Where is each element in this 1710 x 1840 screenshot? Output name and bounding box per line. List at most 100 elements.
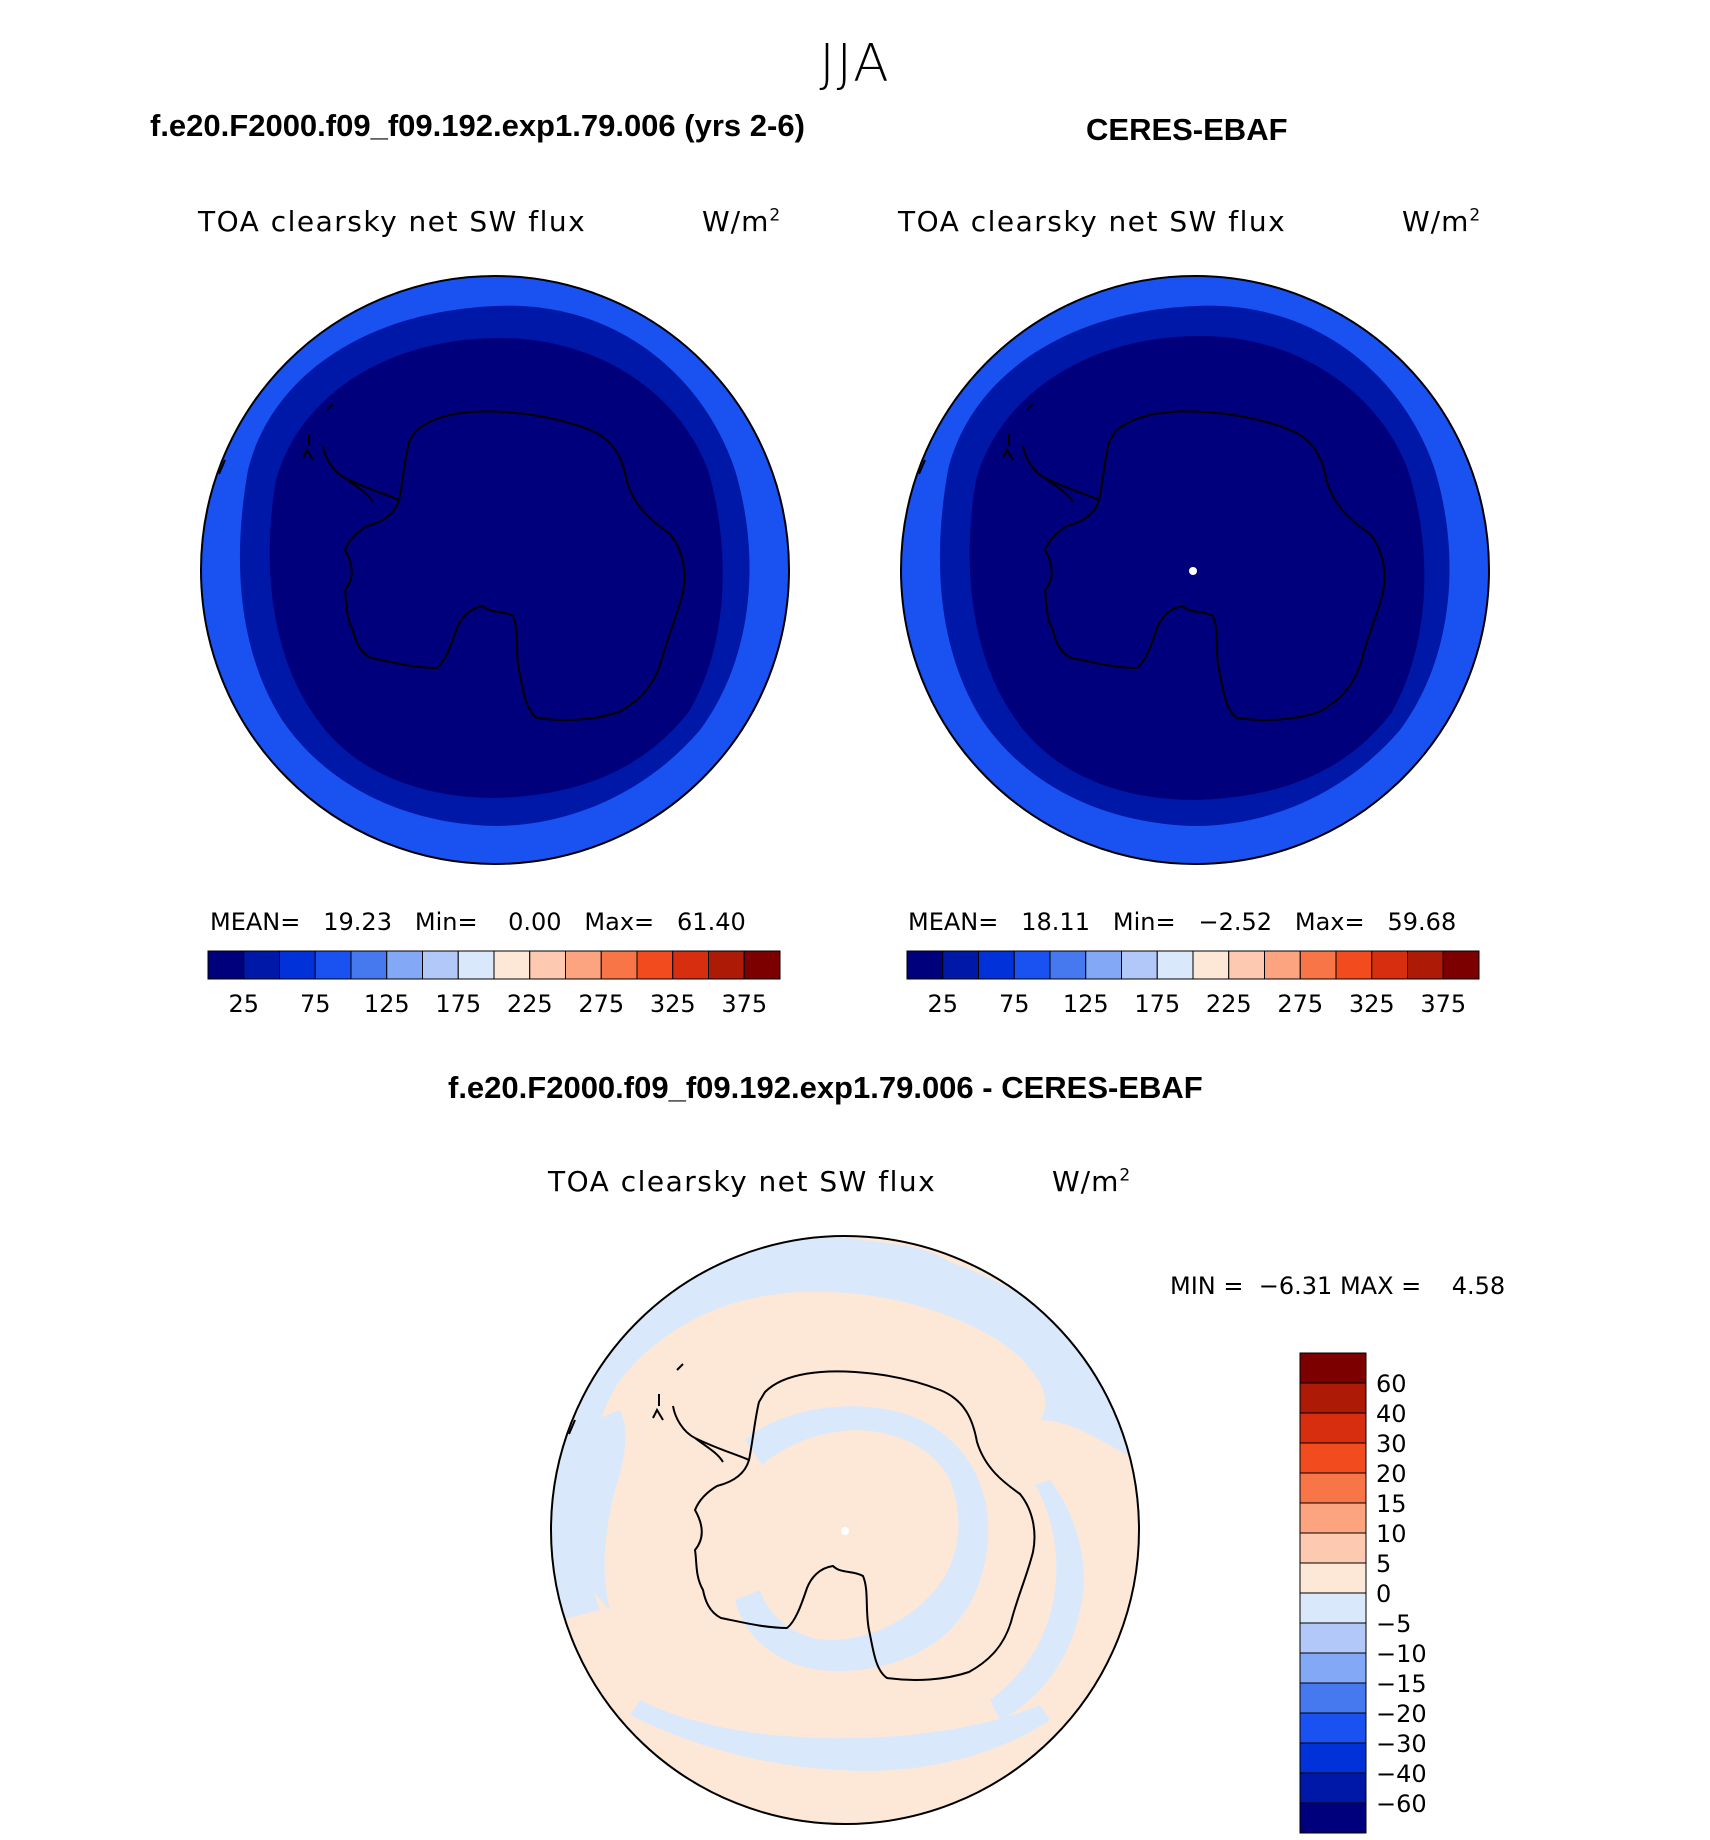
colorbar-diff-label: 10 xyxy=(1376,1520,1407,1548)
colorbar-panel-1-label: 175 xyxy=(435,990,481,1018)
colorbar-diff-label: −15 xyxy=(1376,1670,1427,1698)
panel-2-max-label: Max= xyxy=(1294,908,1365,936)
colorbar-panel-2-swatch xyxy=(1264,950,1301,980)
colorbar-diff-label: 60 xyxy=(1376,1370,1407,1398)
colorbar-diff-swatch xyxy=(1299,1712,1367,1744)
panel-1-units-base: W/m xyxy=(702,205,770,238)
panel-2-variable: TOA clearsky net SW flux xyxy=(898,205,1287,238)
colorbar-panel-1-label: 25 xyxy=(228,990,259,1018)
colorbar-panel-1-swatch xyxy=(350,950,388,980)
colorbar-panel-1-swatch xyxy=(636,950,674,980)
colorbar-panel-2-swatch xyxy=(1299,950,1337,980)
colorbar-diff-label: −5 xyxy=(1376,1610,1411,1638)
diff-min-label: MIN = xyxy=(1170,1272,1244,1300)
diff-negative-west xyxy=(552,1410,626,1610)
panel-1-min: 0.00 xyxy=(508,908,562,936)
diff-negative-east-band xyxy=(990,1480,1084,1720)
panel-2-min-label: Min= xyxy=(1112,908,1176,936)
colorbar-diff-swatch xyxy=(1299,1472,1367,1504)
panel-2-stats: MEAN= 18.11 Min= −2.52 Max= 59.68 xyxy=(908,908,1456,936)
panel-2-coastline xyxy=(918,403,1386,721)
colorbar-diff-label: 15 xyxy=(1376,1490,1407,1518)
diff-negative-inner xyxy=(735,1406,989,1671)
diff-panel-units-base: W/m xyxy=(1052,1165,1120,1198)
diff-max-label: MAX = xyxy=(1339,1272,1422,1300)
diff-negative-south xyxy=(630,1700,1050,1771)
colorbar-panel-2-swatch xyxy=(1156,950,1194,980)
panel-1-title: f.e20.F2000.f09_f09.192.exp1.79.006 (yrs… xyxy=(150,108,805,143)
colorbar-panel-2-swatch xyxy=(1371,950,1408,980)
colorbar-diff-label: −10 xyxy=(1376,1640,1427,1668)
colorbar-diff-swatch xyxy=(1299,1532,1367,1564)
panel-2-mean-label: MEAN= xyxy=(908,908,999,936)
colorbar-panel-2-label: 275 xyxy=(1277,990,1323,1018)
panel-2-units: W/m2 xyxy=(1402,205,1481,238)
colorbar-panel-2-swatch xyxy=(1442,950,1480,980)
colorbar-panel-1-swatch xyxy=(314,950,352,980)
colorbar-panel-2-swatch xyxy=(1228,950,1265,980)
colorbar-panel-2-swatch xyxy=(1049,950,1087,980)
panel-1-mean-label: MEAN= xyxy=(210,908,301,936)
colorbar-diff-swatch xyxy=(1299,1562,1367,1594)
colorbar-panel-2-swatch xyxy=(1192,950,1230,980)
colorbar-diff-label: 20 xyxy=(1376,1460,1407,1488)
diff-panel-stats: MIN = −6.31 MAX = 4.58 xyxy=(1170,1272,1505,1300)
colorbar-panel-1-swatch xyxy=(565,950,602,980)
colorbar-panel-2-swatch xyxy=(1121,950,1158,980)
panel-1-units: W/m2 xyxy=(702,205,781,238)
panel-2-pole-marker xyxy=(1189,567,1197,575)
colorbar-panel-2-swatch xyxy=(1335,950,1373,980)
map-panel-1 xyxy=(200,275,790,865)
panel-1-variable: TOA clearsky net SW flux xyxy=(198,205,587,238)
colorbar-panel-1-swatch xyxy=(743,950,781,980)
colorbar-panel-2-label: 25 xyxy=(927,990,958,1018)
diff-panel-variable: TOA clearsky net SW flux xyxy=(548,1165,937,1198)
colorbar-panel-1-swatch xyxy=(279,950,316,980)
panel-1-units-exp: 2 xyxy=(769,205,782,226)
colorbar-diff-label: 40 xyxy=(1376,1400,1407,1428)
figure-title: JJA xyxy=(819,34,891,94)
colorbar-panel-1-swatch xyxy=(422,950,459,980)
diff-pole-marker xyxy=(841,1527,849,1535)
colorbar-panel-1-swatch xyxy=(207,950,245,980)
colorbar-diff-swatch xyxy=(1299,1502,1367,1534)
colorbar-panel-1-swatch xyxy=(493,950,531,980)
colorbar-diff-label: 30 xyxy=(1376,1430,1407,1458)
colorbar-panel-1-swatch xyxy=(672,950,709,980)
colorbar-diff-swatch xyxy=(1299,1352,1367,1384)
colorbar-panel-1-label: 225 xyxy=(507,990,553,1018)
colorbar-panel-2: 25 75 125 175 225 275 325 375 xyxy=(906,950,1480,1018)
colorbar-panel-2-label: 175 xyxy=(1134,990,1180,1018)
colorbar-panel-1-swatch xyxy=(386,950,423,980)
colorbar-panel-1-swatch xyxy=(529,950,566,980)
diff-panel-title: f.e20.F2000.f09_f09.192.exp1.79.006 - CE… xyxy=(448,1070,1203,1105)
colorbar-panel-1-label: 375 xyxy=(721,990,767,1018)
panel-1-coastline xyxy=(218,403,686,721)
colorbar-panel-2-label: 375 xyxy=(1420,990,1466,1018)
colorbar-diff-label: −20 xyxy=(1376,1700,1427,1728)
diff-negative-outer xyxy=(551,1239,1136,1620)
colorbar-diff-label: −30 xyxy=(1376,1730,1427,1758)
panel-1-stats: MEAN= 19.23 Min= 0.00 Max= 61.40 xyxy=(210,908,746,936)
diff-panel-units-exp: 2 xyxy=(1119,1165,1132,1186)
panel-2-units-base: W/m xyxy=(1402,205,1470,238)
panel-1-mean: 19.23 xyxy=(323,908,392,936)
diff-coastline xyxy=(568,1363,1036,1681)
colorbar-diff-swatch xyxy=(1299,1682,1367,1714)
map-diff-panel xyxy=(550,1235,1140,1825)
colorbar-panel-1-swatch xyxy=(243,950,280,980)
colorbar-diff-swatch xyxy=(1299,1382,1367,1414)
panel-2-units-exp: 2 xyxy=(1469,205,1482,226)
diff-min: −6.31 xyxy=(1258,1272,1333,1300)
colorbar-diff-label: −60 xyxy=(1376,1790,1427,1818)
colorbar-panel-1-label: 125 xyxy=(364,990,410,1018)
colorbar-diff-swatch xyxy=(1299,1652,1367,1684)
diff-panel-units: W/m2 xyxy=(1052,1165,1131,1198)
colorbar-panel-1-swatch xyxy=(708,950,745,980)
colorbar-diff-swatch xyxy=(1299,1592,1367,1624)
panel-1-max-label: Max= xyxy=(584,908,655,936)
colorbar-panel-1-label: 275 xyxy=(578,990,624,1018)
colorbar-diff-swatch xyxy=(1299,1622,1367,1654)
